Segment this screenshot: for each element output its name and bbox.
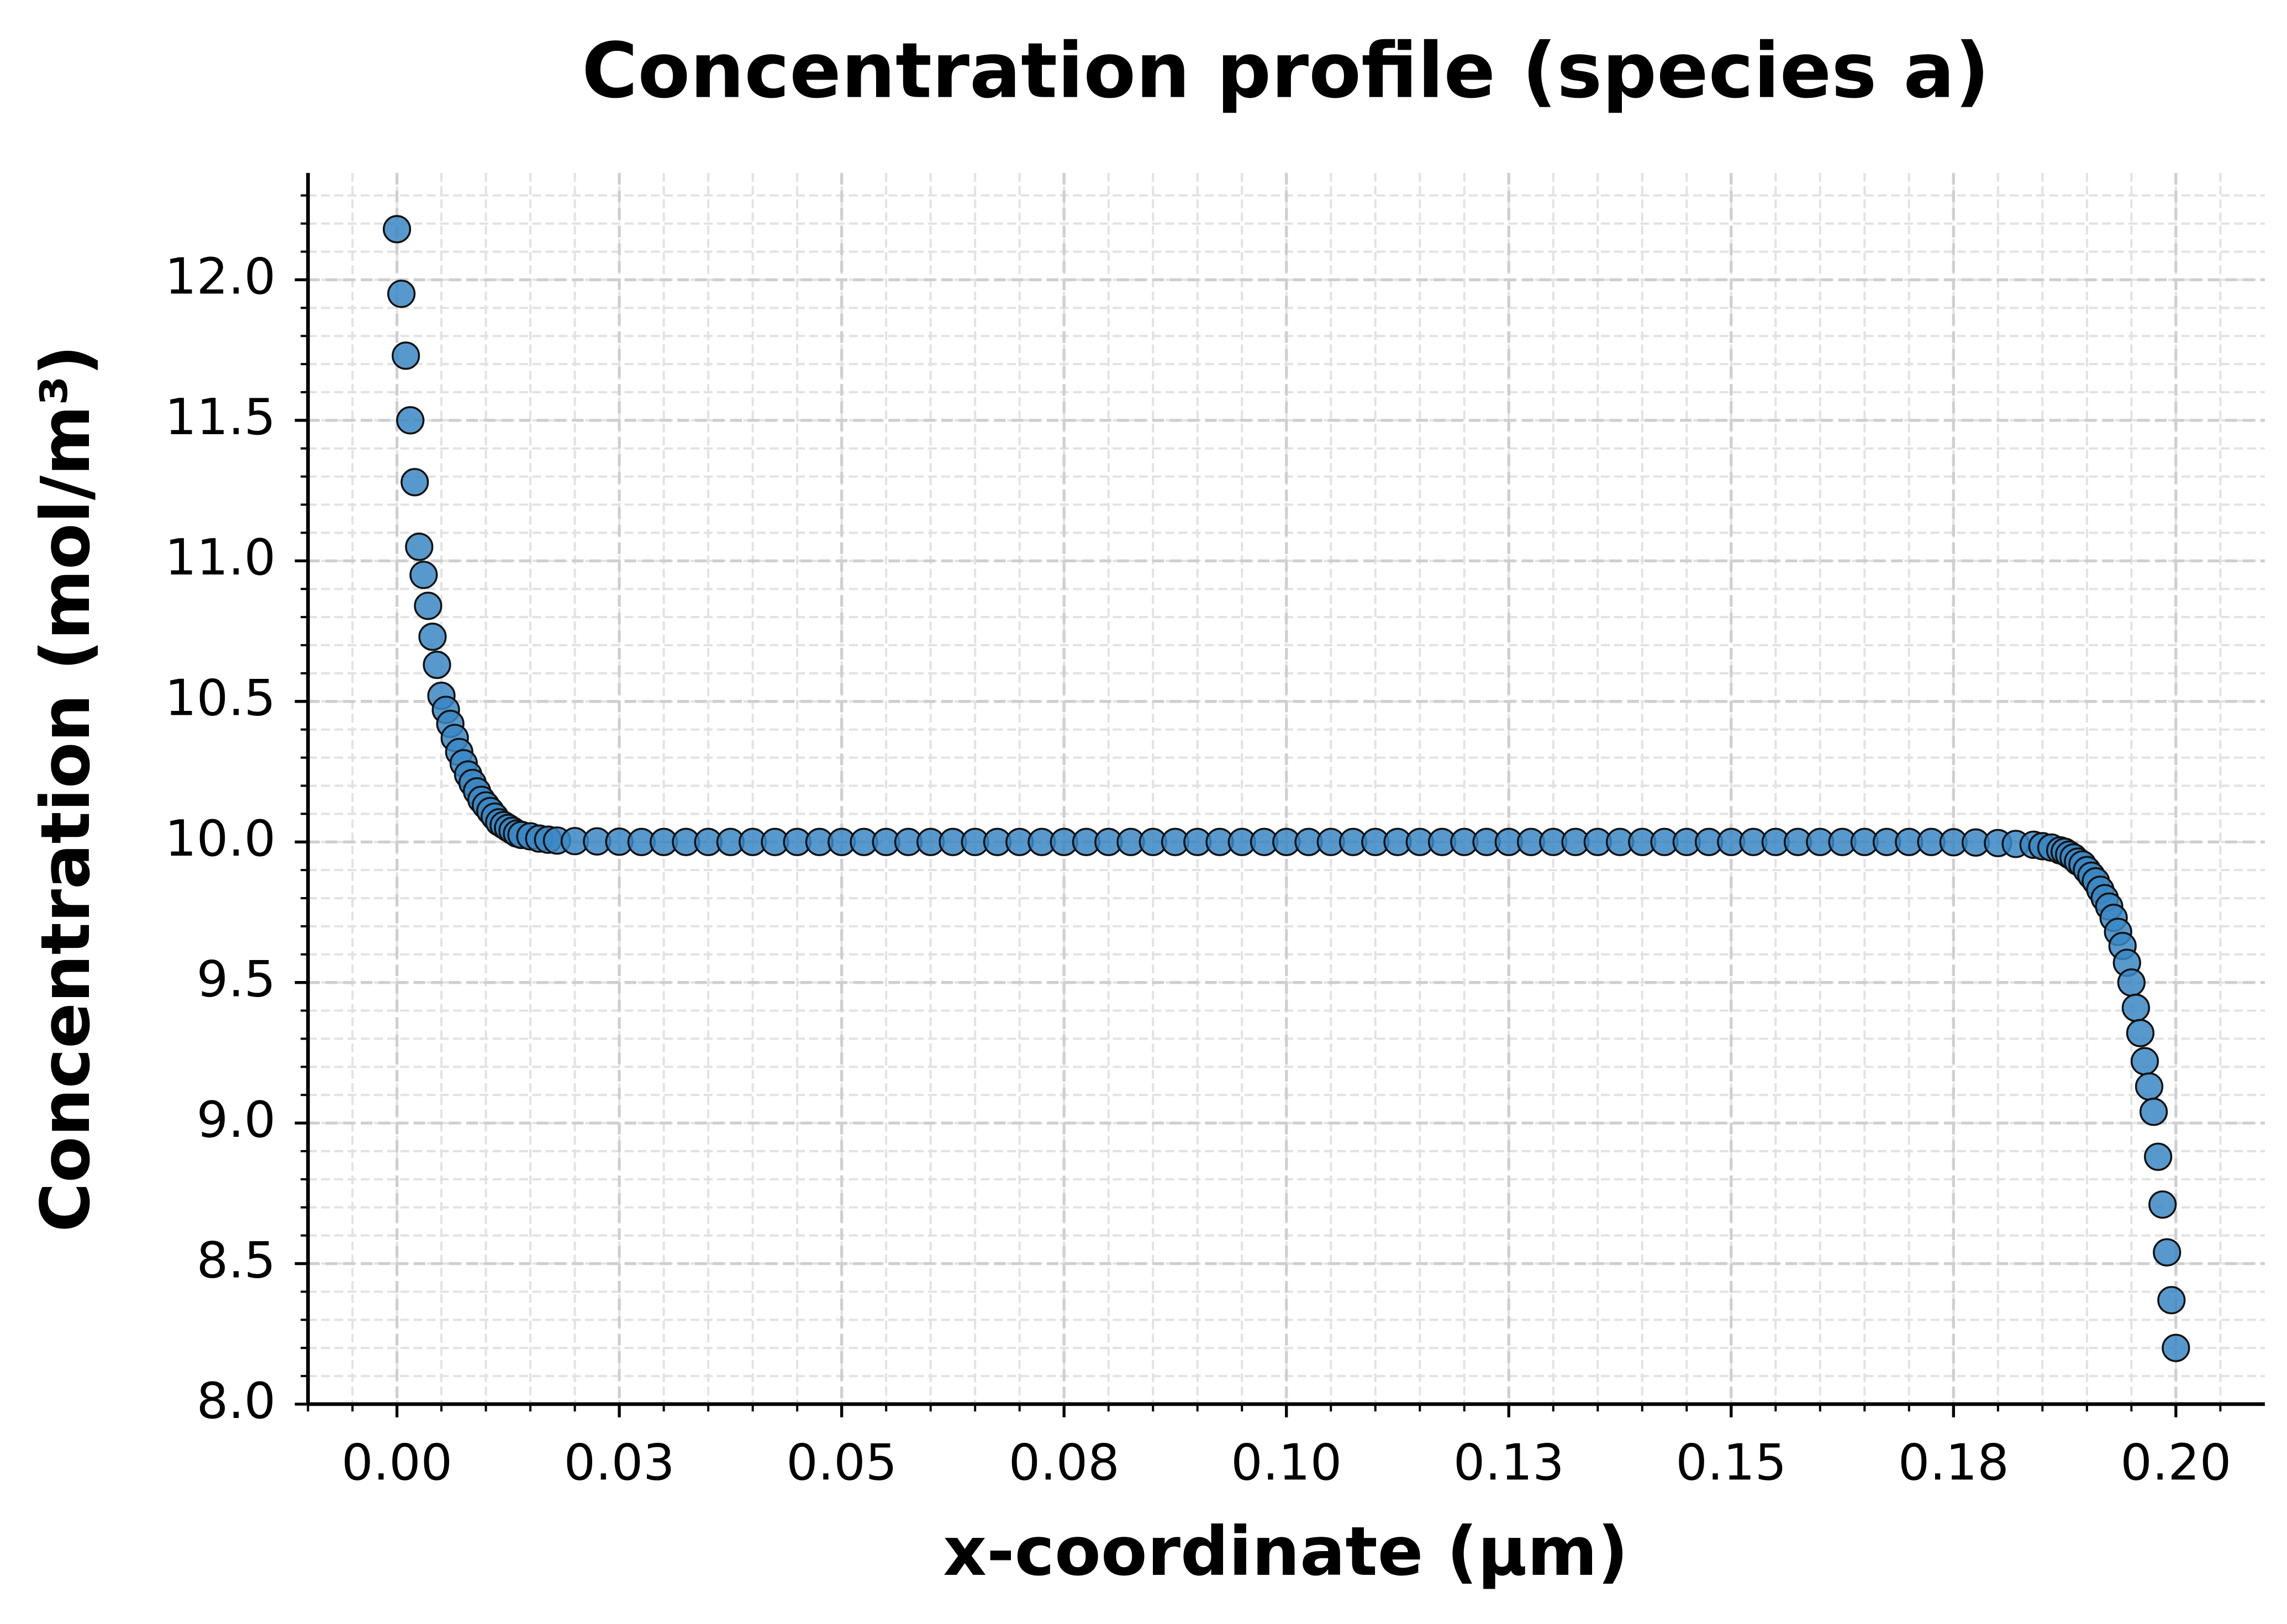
point [2157,1286,2186,1315]
y-tick-label: 8.0 [197,1372,276,1430]
point [2148,1190,2177,1219]
x-tick-label: 0.05 [786,1433,897,1491]
point [405,532,434,561]
point [401,468,429,497]
x-axis-label: x-coordinate (μm) [943,1512,1628,1591]
x-tick-label: 0.10 [1231,1433,1342,1491]
grid [307,173,2265,1406]
y-tick-label: 10.5 [165,669,276,727]
chart-title: Concentration profile (species a) [582,27,1989,115]
x-tick-label: 0.03 [564,1433,675,1491]
y-tick-label: 11.5 [165,388,276,446]
y-axis-label: Concentration (mol/m³) [27,345,105,1232]
point [418,623,447,651]
y-tick-label: 10.0 [165,810,276,868]
point [414,592,442,620]
point [2135,1072,2164,1101]
y-tick-label: 11.0 [165,529,276,587]
points [382,215,2190,1362]
y-tick-label: 9.5 [197,951,276,1009]
y-tick-label: 9.0 [197,1091,276,1149]
point [382,215,412,244]
point [2130,1047,2159,1075]
y-tick-label: 12.0 [165,247,276,305]
point [396,406,425,435]
axes: 0.00 0.03 0.05 0.08 0.10 0.13 0.15 0.18 0.20 8.0 8… [165,173,2265,1491]
point [2121,993,2151,1022]
point [2126,1019,2155,1047]
point [392,341,420,370]
x-tick-label: 0.08 [1009,1433,1120,1491]
x-tick-label: 0.20 [2120,1433,2231,1491]
x-tick-label: 0.13 [1453,1433,1564,1491]
point [2117,968,2146,997]
point [2144,1142,2173,1171]
y-tick-label: 8.5 [197,1231,276,1289]
point [2153,1238,2181,1267]
x-tick-label: 0.18 [1898,1433,2009,1491]
point [409,561,438,589]
x-tick-label: 0.00 [341,1433,452,1491]
point [423,651,451,679]
point [2139,1098,2168,1126]
point [2162,1333,2190,1362]
x-tick-label: 0.15 [1675,1433,1787,1491]
point [387,280,416,308]
